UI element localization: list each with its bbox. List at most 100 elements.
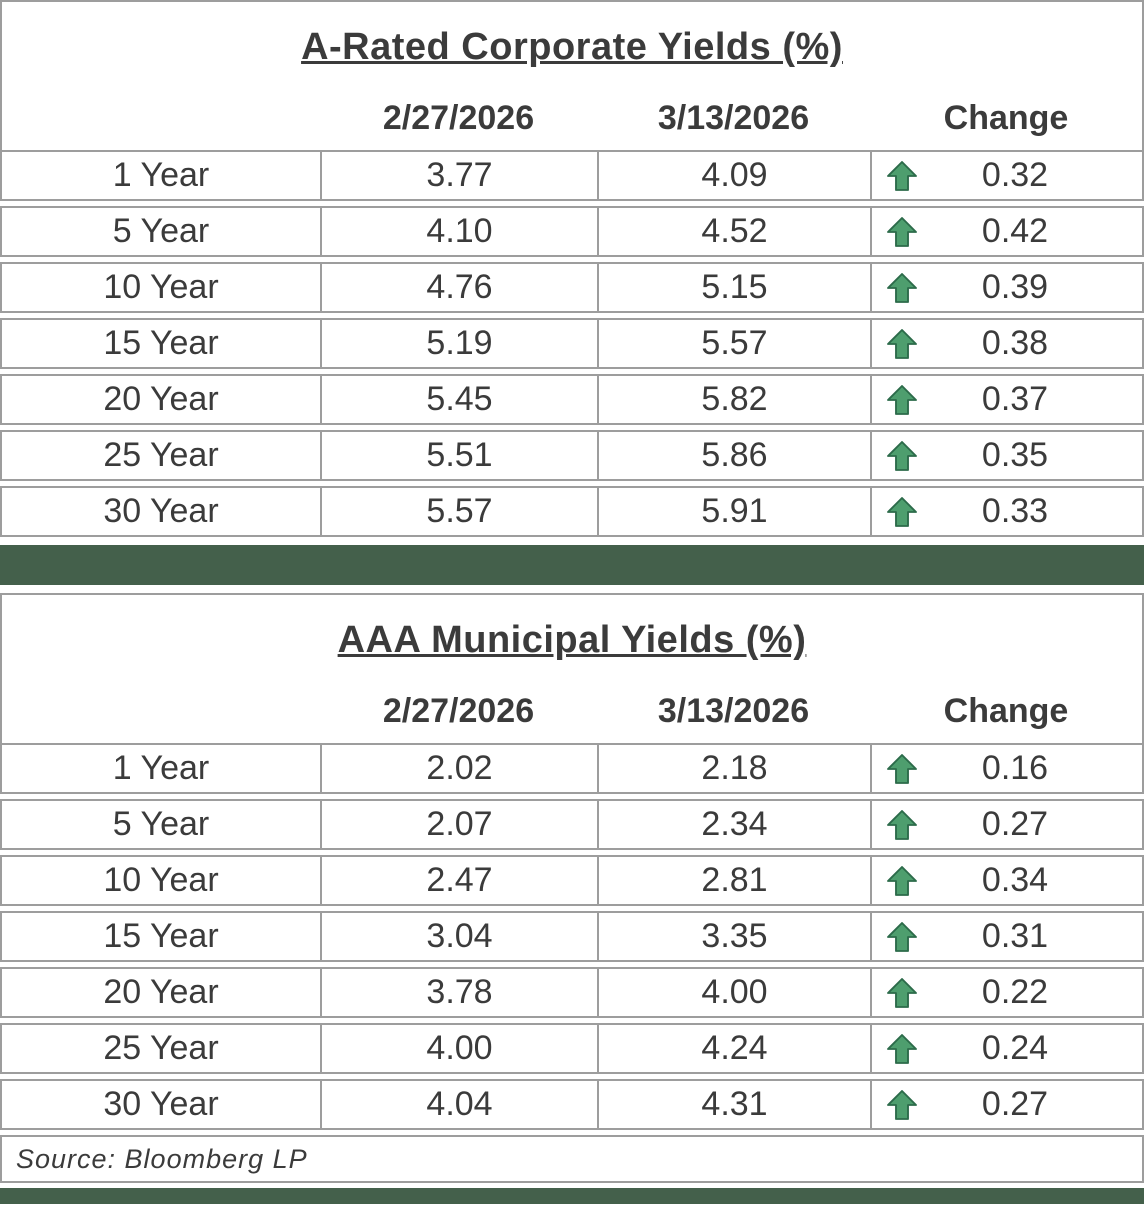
change-cell: 0.27 — [870, 1081, 1142, 1128]
maturity-label: 25 Year — [103, 1029, 219, 1067]
prev-value: 2.02 — [320, 745, 597, 792]
maturity-label: 10 Year — [103, 861, 219, 899]
maturity-label: 1 Year — [112, 749, 210, 787]
maturity-label: 25 Year — [103, 436, 219, 474]
change-cell: 0.39 — [870, 264, 1142, 311]
change-value: 0.38 — [981, 324, 1049, 362]
change-value: 0.16 — [981, 749, 1049, 787]
up-arrow-icon — [886, 1033, 918, 1065]
change-cell: 0.27 — [870, 801, 1142, 848]
table-row: 25 Year 4.00 4.24 0.24 — [0, 1023, 1144, 1074]
change-cell: 0.24 — [870, 1025, 1142, 1072]
change-cell: 0.31 — [870, 913, 1142, 960]
corporate-table-header: A-Rated Corporate Yields (%) 2/27/2026 3… — [0, 0, 1144, 150]
column-headers: 2/27/2026 3/13/2026 Change — [2, 99, 1142, 150]
municipal-table-header: AAA Municipal Yields (%) 2/27/2026 3/13/… — [0, 593, 1144, 743]
change-cell: 0.35 — [870, 432, 1142, 479]
change-cell: 0.33 — [870, 488, 1142, 535]
table-title: A-Rated Corporate Yields (%) — [301, 26, 843, 68]
change-cell: 0.22 — [870, 969, 1142, 1016]
prev-value: 3.78 — [320, 969, 597, 1016]
change-value: 0.34 — [981, 861, 1049, 899]
table-row: 30 Year 4.04 4.31 0.27 — [0, 1079, 1144, 1130]
maturity-label: 30 Year — [103, 492, 219, 530]
maturity-label: 20 Year — [103, 973, 219, 1011]
up-arrow-icon — [886, 328, 918, 360]
curr-value: 5.15 — [597, 264, 870, 311]
change-value: 0.31 — [981, 917, 1049, 955]
curr-value: 4.09 — [597, 152, 870, 199]
curr-value: 3.35 — [597, 913, 870, 960]
table-row: 5 Year 4.10 4.52 0.42 — [0, 206, 1144, 257]
maturity-label: 15 Year — [103, 917, 219, 955]
municipal-yields-table: AAA Municipal Yields (%) 2/27/2026 3/13/… — [0, 593, 1144, 1130]
maturity-label: 30 Year — [103, 1085, 219, 1123]
up-arrow-icon — [886, 496, 918, 528]
prev-value: 2.47 — [320, 857, 597, 904]
table-row: 5 Year 2.07 2.34 0.27 — [0, 799, 1144, 850]
change-cell: 0.16 — [870, 745, 1142, 792]
municipal-table-body: 1 Year 2.02 2.18 0.16 5 Year 2.07 2.34 0… — [0, 743, 1144, 1130]
prev-value: 4.00 — [320, 1025, 597, 1072]
column-header-change: Change — [943, 99, 1069, 137]
prev-value: 5.57 — [320, 488, 597, 535]
table-title: AAA Municipal Yields (%) — [337, 619, 807, 661]
separator-band — [0, 545, 1144, 585]
prev-value: 3.77 — [320, 152, 597, 199]
up-arrow-icon — [886, 865, 918, 897]
curr-value: 4.52 — [597, 208, 870, 255]
change-cell: 0.34 — [870, 857, 1142, 904]
table-row: 15 Year 3.04 3.35 0.31 — [0, 911, 1144, 962]
up-arrow-icon — [886, 272, 918, 304]
corporate-table-body: 1 Year 3.77 4.09 0.32 5 Year 4.10 4.52 0… — [0, 150, 1144, 537]
change-cell: 0.37 — [870, 376, 1142, 423]
change-value: 0.42 — [981, 212, 1049, 250]
change-value: 0.27 — [981, 1085, 1049, 1123]
curr-value: 4.00 — [597, 969, 870, 1016]
prev-value: 4.04 — [320, 1081, 597, 1128]
curr-value: 2.34 — [597, 801, 870, 848]
column-header-prev-date: 2/27/2026 — [382, 692, 535, 730]
up-arrow-icon — [886, 216, 918, 248]
up-arrow-icon — [886, 977, 918, 1009]
up-arrow-icon — [886, 440, 918, 472]
bottom-band — [0, 1188, 1144, 1204]
column-header-curr-date: 3/13/2026 — [657, 692, 810, 730]
up-arrow-icon — [886, 384, 918, 416]
change-value: 0.22 — [981, 973, 1049, 1011]
up-arrow-icon — [886, 809, 918, 841]
column-header-maturity — [2, 99, 320, 138]
curr-value: 5.57 — [597, 320, 870, 367]
change-value: 0.39 — [981, 268, 1049, 306]
up-arrow-icon — [886, 753, 918, 785]
table-row: 25 Year 5.51 5.86 0.35 — [0, 430, 1144, 481]
prev-value: 5.51 — [320, 432, 597, 479]
change-value: 0.37 — [981, 380, 1049, 418]
up-arrow-icon — [886, 1089, 918, 1121]
prev-value: 2.07 — [320, 801, 597, 848]
prev-value: 4.76 — [320, 264, 597, 311]
table-row: 20 Year 3.78 4.00 0.22 — [0, 967, 1144, 1018]
prev-value: 4.10 — [320, 208, 597, 255]
curr-value: 2.81 — [597, 857, 870, 904]
table-row: 20 Year 5.45 5.82 0.37 — [0, 374, 1144, 425]
curr-value: 5.86 — [597, 432, 870, 479]
change-value: 0.33 — [981, 492, 1049, 530]
table-row: 15 Year 5.19 5.57 0.38 — [0, 318, 1144, 369]
curr-value: 5.82 — [597, 376, 870, 423]
curr-value: 2.18 — [597, 745, 870, 792]
maturity-label: 15 Year — [103, 324, 219, 362]
table-row: 10 Year 4.76 5.15 0.39 — [0, 262, 1144, 313]
curr-value: 5.91 — [597, 488, 870, 535]
prev-value: 5.19 — [320, 320, 597, 367]
column-header-prev-date: 2/27/2026 — [382, 99, 535, 137]
curr-value: 4.31 — [597, 1081, 870, 1128]
source-note: Source: Bloomberg LP — [0, 1135, 1144, 1183]
column-headers: 2/27/2026 3/13/2026 Change — [2, 692, 1142, 743]
up-arrow-icon — [886, 921, 918, 953]
column-header-change: Change — [943, 692, 1069, 730]
change-cell: 0.32 — [870, 152, 1142, 199]
table-row: 30 Year 5.57 5.91 0.33 — [0, 486, 1144, 537]
maturity-label: 5 Year — [112, 805, 210, 843]
